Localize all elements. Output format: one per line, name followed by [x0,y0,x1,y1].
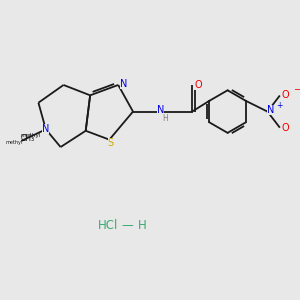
Text: —: — [121,219,133,232]
Text: N: N [120,79,127,88]
Text: N: N [157,105,164,116]
Text: S: S [108,138,114,148]
Text: −: − [293,84,300,93]
Text: methyl: methyl [5,140,22,145]
Text: H: H [163,114,168,123]
Text: HCl: HCl [98,219,118,232]
Text: N: N [267,105,274,116]
Text: +: + [277,101,283,110]
Text: O: O [194,80,202,90]
Text: O: O [282,90,290,100]
Text: N: N [42,124,50,134]
Text: H: H [137,219,146,232]
Text: CH₃: CH₃ [20,134,34,143]
Text: O: O [282,123,290,133]
Text: methyl: methyl [21,133,41,138]
